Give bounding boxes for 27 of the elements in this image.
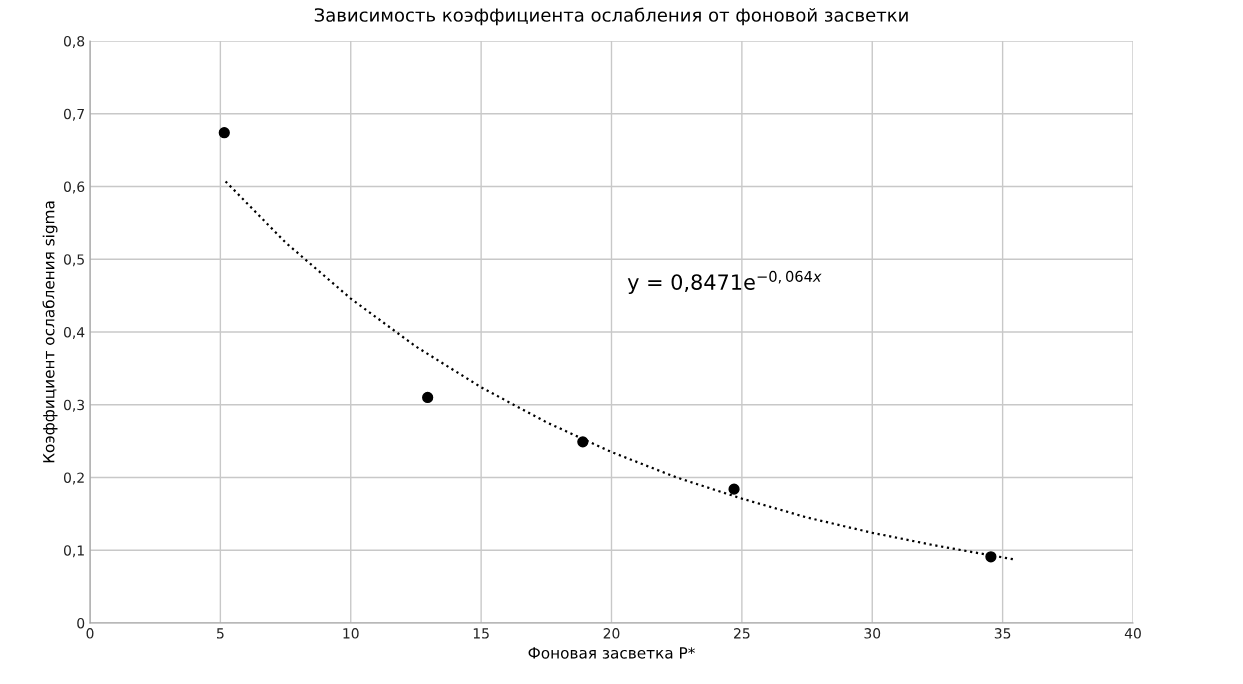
y-tick-label: 0,6 [63, 181, 85, 194]
point [728, 483, 740, 495]
y-tick-label: 0,1 [63, 545, 84, 558]
x-tick-label: 30 [864, 628, 881, 639]
point [577, 436, 589, 448]
x-tick-label: 35 [994, 628, 1011, 639]
y-axis-title: Коэффициент ослабления sigma [42, 201, 58, 463]
y-tick-label: 0,8 [63, 35, 85, 48]
x-tick-label: 10 [343, 628, 359, 639]
y-tick-label: 0,4 [63, 326, 85, 339]
x-tick-label: 5 [217, 628, 224, 639]
point [218, 127, 230, 139]
x-tick-label: 15 [473, 628, 489, 639]
point [985, 551, 997, 563]
x-tick-label: 40 [1124, 628, 1141, 639]
y-tick-label: 0,3 [63, 399, 85, 412]
x-tick-label: 20 [603, 628, 620, 639]
x-tick-label: 25 [734, 628, 750, 639]
x-tick-label: 0 [86, 628, 94, 639]
y-tick-label: 0,5 [63, 254, 84, 267]
y-tick-label: 0 [77, 617, 85, 629]
point [422, 391, 434, 404]
x-axis-title: Фоновая засветка P* [528, 647, 695, 659]
annotation: y = 0,8471e$^{−0,064x}$ [627, 270, 822, 294]
chart-title: Зависимость коэффициента ослабления от фоновой засветки [314, 7, 908, 26]
y-tick-label: 0,2 [63, 472, 84, 485]
y-tick-label: 0,7 [63, 108, 84, 121]
